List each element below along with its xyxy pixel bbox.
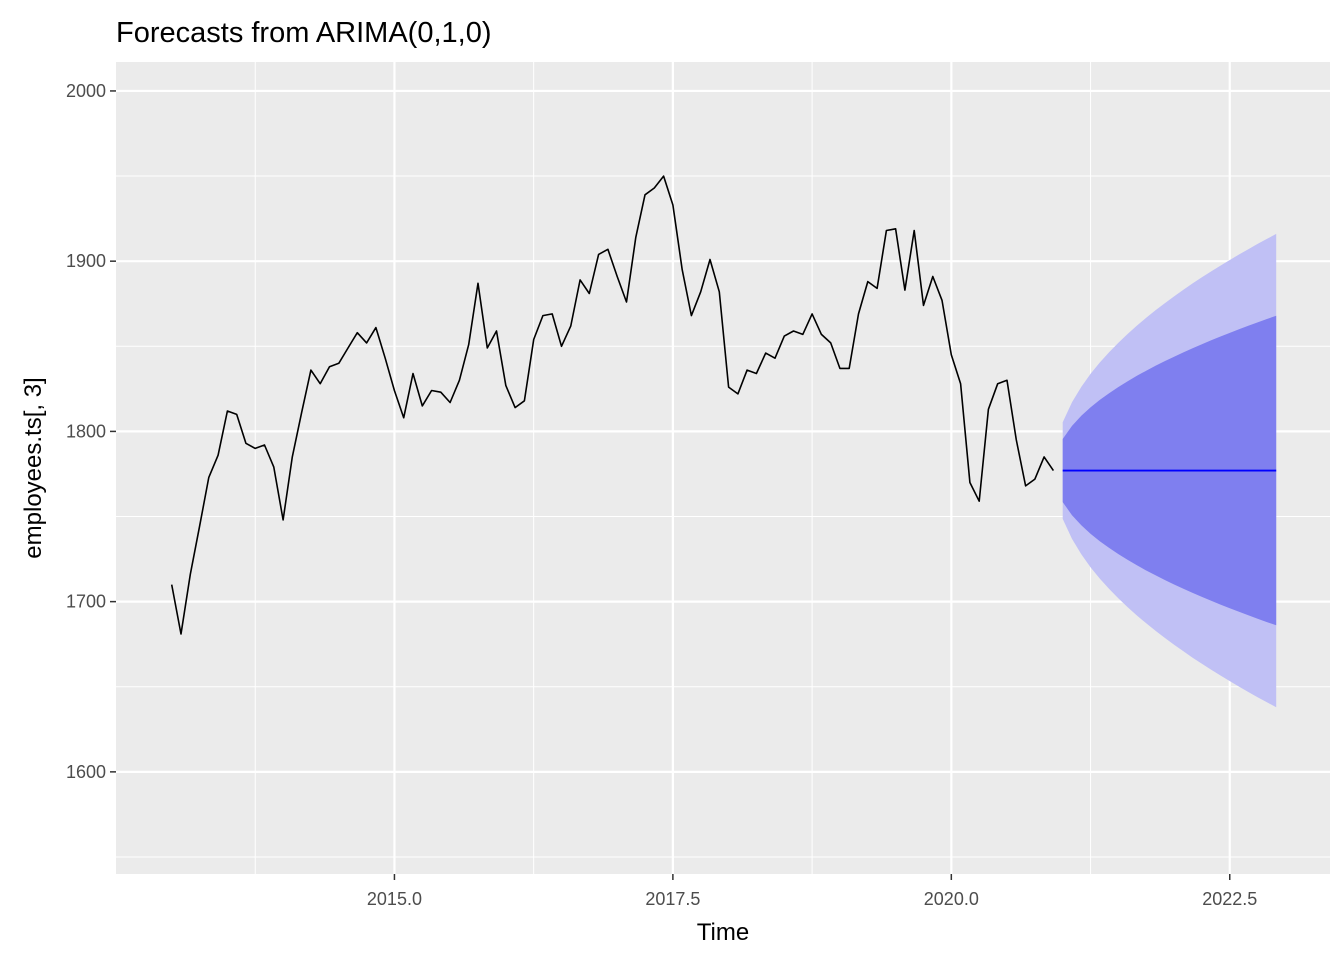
x-axis-title: Time (697, 919, 749, 946)
axis-ticks: 2015.0 2017.5 2020.0 2022.5 1600 1700 1800 1900… (66, 81, 1257, 909)
x-tick-label: 2022.5 (1202, 889, 1257, 909)
y-tick-label: 1900 (66, 251, 106, 271)
y-tick-label: 1700 (66, 592, 106, 612)
y-tick-label: 1800 (66, 421, 106, 441)
chart-title: Forecasts from ARIMA(0,1,0) (116, 17, 492, 49)
y-tick-label: 1600 (66, 762, 106, 782)
x-tick-label: 2017.5 (645, 889, 700, 909)
series-lines (170, 175, 1277, 635)
x-tick-label: 2020.0 (924, 889, 979, 909)
y-axis-title: employees.ts[, 3] (20, 377, 47, 558)
major-gridlines (116, 62, 1330, 874)
observed-series-line (170, 175, 1055, 635)
y-tick-label: 2000 (66, 81, 106, 101)
x-tick-label: 2015.0 (367, 889, 422, 909)
